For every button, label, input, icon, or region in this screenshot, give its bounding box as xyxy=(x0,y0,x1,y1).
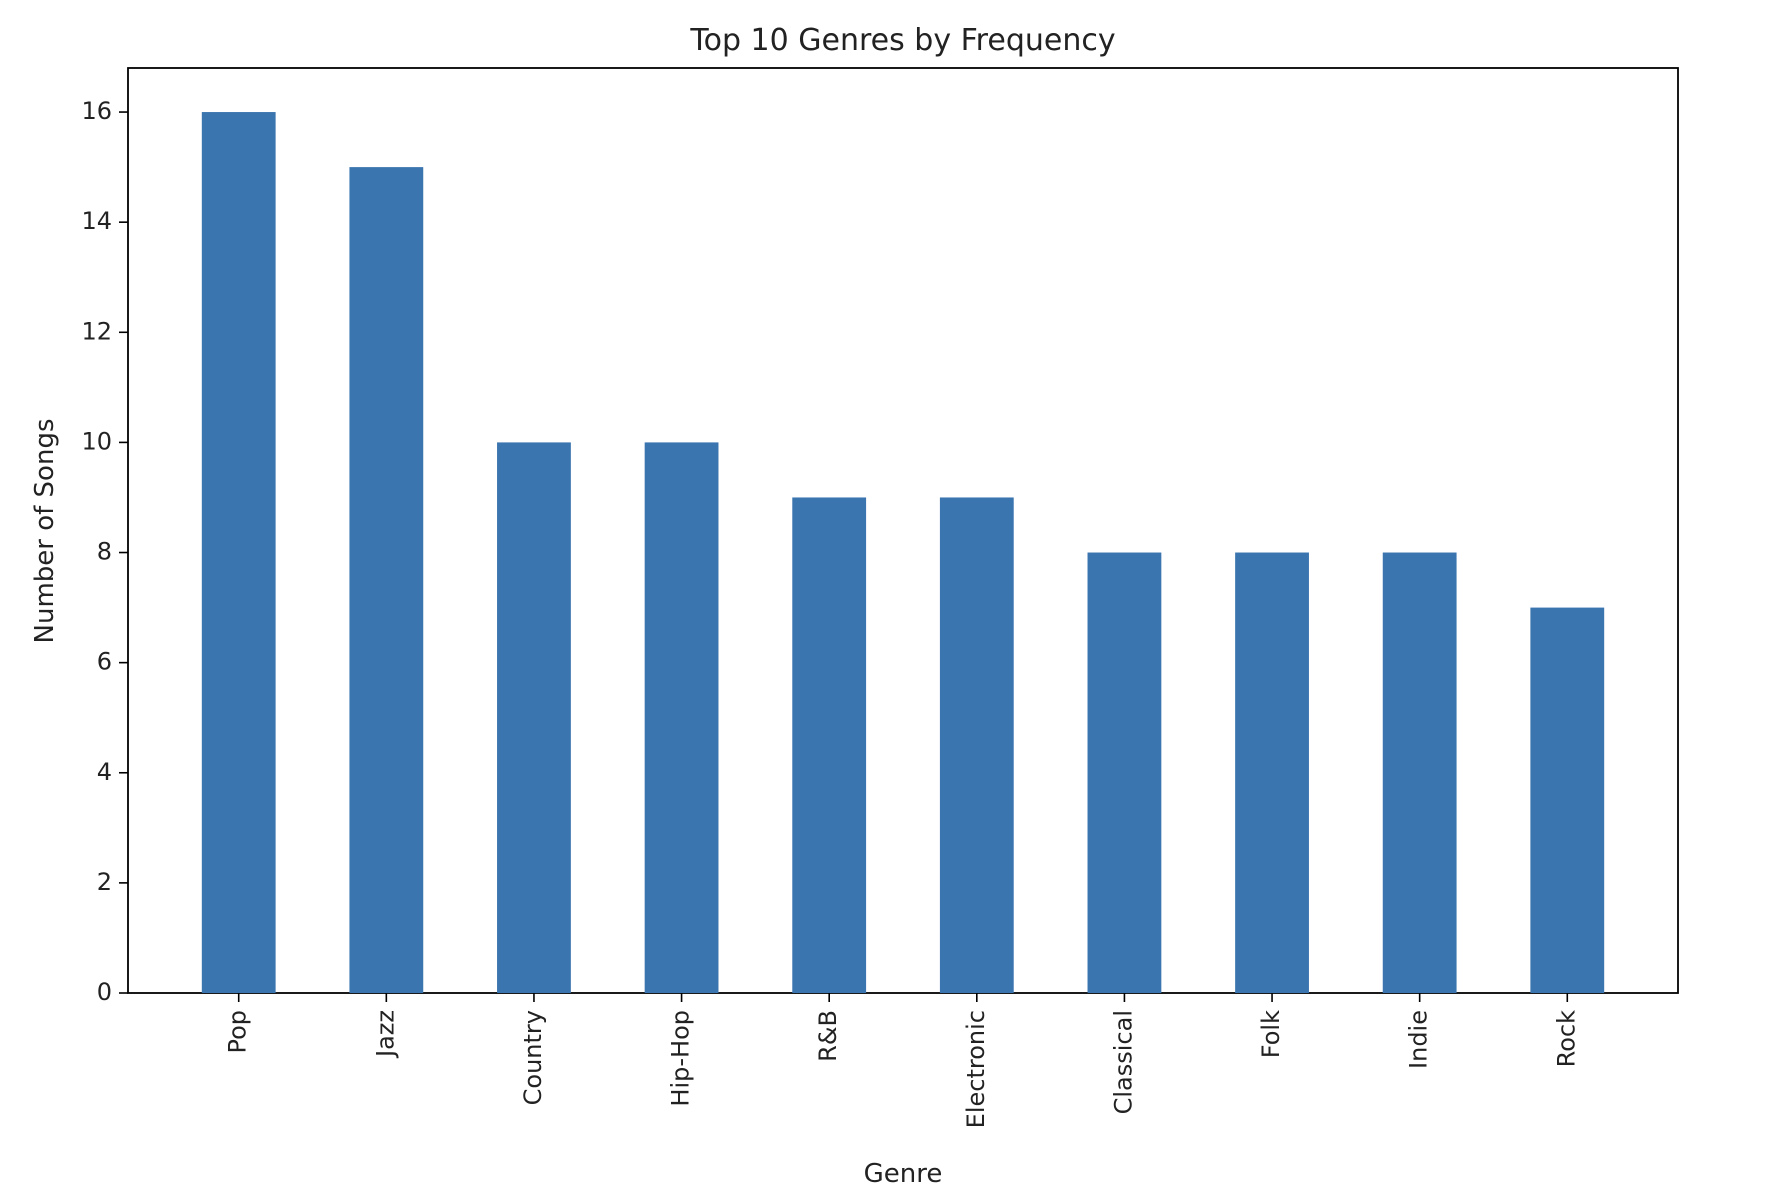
y-tick-label: 6 xyxy=(97,648,112,676)
bar-hip-hop xyxy=(644,442,719,993)
x-tick-label: Classical xyxy=(1109,1010,1137,1114)
x-tick-label: Hip-Hop xyxy=(667,1010,695,1107)
y-tick-label: 14 xyxy=(81,207,112,235)
bar-indie xyxy=(1382,552,1457,993)
x-axis: Pop Jazz Country Hip-Hop R&B Electronic Classi… xyxy=(224,993,1580,1128)
y-tick-label: 16 xyxy=(81,97,112,125)
bar-pop xyxy=(201,112,276,994)
x-tick-label: Pop xyxy=(224,1010,252,1054)
y-tick-label: 10 xyxy=(81,427,112,455)
chart-title: Top 10 Genres by Frequency xyxy=(689,23,1115,58)
y-axis: 0 2 4 6 8 10 12 14 16 xyxy=(81,97,128,1006)
y-tick-label: 8 xyxy=(97,538,112,566)
x-tick-label: Rock xyxy=(1552,1010,1580,1067)
x-tick-label: Indie xyxy=(1405,1010,1433,1069)
plot-frame xyxy=(127,67,1679,994)
y-tick-label: 0 xyxy=(97,978,112,1006)
bar-electronic xyxy=(939,497,1014,993)
bar-folk xyxy=(1235,552,1309,993)
plot-area xyxy=(127,67,1679,994)
bar-classical xyxy=(1087,552,1162,993)
x-tick-label: Country xyxy=(519,1010,547,1105)
y-tick-label: 12 xyxy=(81,317,112,345)
y-axis-label: Number of Songs xyxy=(30,419,60,644)
bar-rock xyxy=(1530,607,1605,993)
x-axis-label: Genre xyxy=(864,1159,943,1188)
x-tick-label: R&B xyxy=(814,1010,842,1062)
y-tick-label: 2 xyxy=(97,868,112,896)
bar-r-b xyxy=(792,497,867,993)
x-tick-label: Folk xyxy=(1257,1010,1285,1058)
x-tick-label: Electronic xyxy=(962,1010,990,1128)
bar-jazz xyxy=(349,167,424,993)
bar-country xyxy=(497,442,571,993)
bars-group xyxy=(201,112,1605,994)
x-tick-label: Jazz xyxy=(371,1010,399,1059)
y-tick-label: 4 xyxy=(97,758,112,786)
